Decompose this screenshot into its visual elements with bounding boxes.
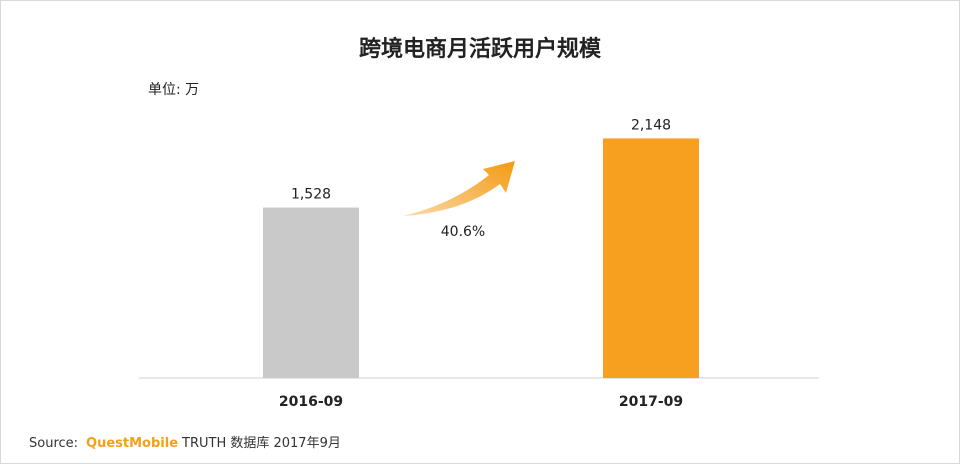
data-label-2016-09: 1,528 (291, 187, 331, 203)
data-label-2017-09: 2,148 (631, 117, 671, 133)
source-detail: TRUTH 数据库 2017年9月 (182, 436, 341, 451)
source-brand: QuestMobile (86, 436, 179, 451)
unit-label: 单位: 万 (148, 82, 200, 98)
source-line: Source: QuestMobile TRUTH 数据库 2017年9月 (29, 432, 341, 451)
x-tick-label-2016-09: 2016-09 (279, 394, 343, 410)
growth-arrow-icon (403, 161, 515, 216)
source-prefix: Source: (29, 436, 79, 451)
chart-title: 跨境电商月活跃用户规模 (358, 37, 601, 62)
x-tick-label-2017-09: 2017-09 (619, 394, 683, 410)
bar-2017-09 (603, 138, 699, 378)
bar-2016-09 (263, 207, 359, 378)
growth-label: 40.6% (441, 224, 485, 240)
